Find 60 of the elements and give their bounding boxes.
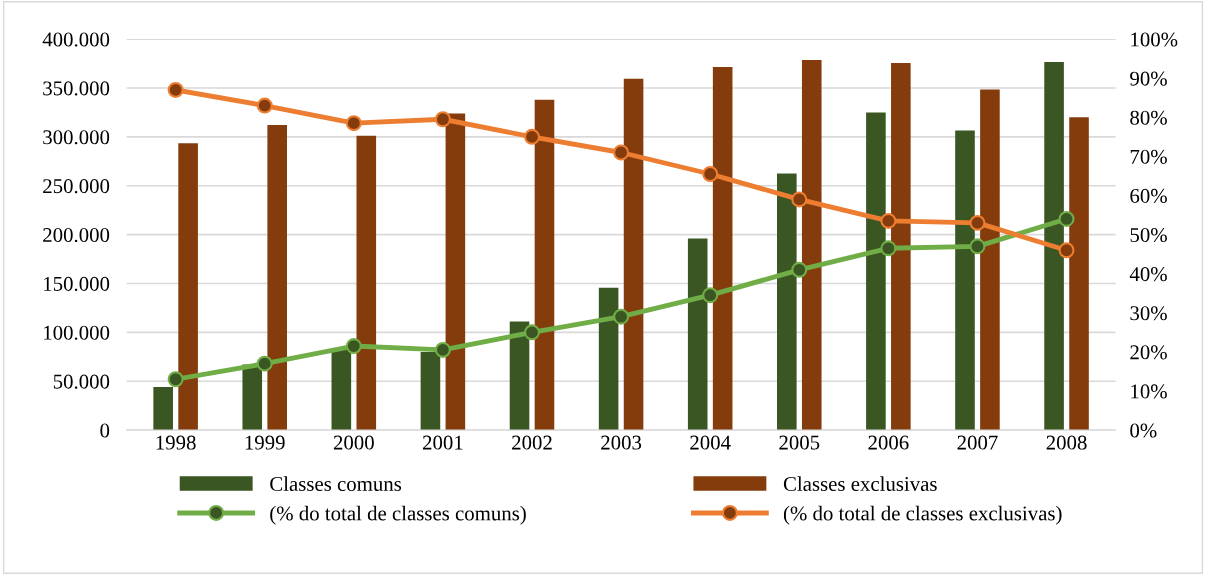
point (434, 111, 451, 128)
point (1058, 210, 1075, 227)
y-tick-label: 50.000 (53, 374, 110, 389)
x-tick-label: 1998 (156, 435, 196, 450)
y2-tick-label: 20% (1130, 345, 1167, 360)
point (1058, 242, 1075, 259)
point (613, 144, 630, 161)
point (791, 261, 808, 278)
x-tick-label: 2002 (512, 435, 552, 450)
point (256, 97, 273, 114)
y-tick-label: 100.000 (44, 325, 110, 340)
legend-label: (% do total de classes exclusivas) (783, 505, 1062, 525)
bar (267, 125, 287, 431)
y2-tick-label: 10% (1131, 384, 1167, 399)
y-tick-label: 150.000 (44, 276, 110, 291)
y-tick-label: 0 (100, 423, 110, 438)
point (613, 308, 630, 325)
point (256, 355, 273, 372)
x-tick-label: 2004 (690, 435, 731, 450)
x-tick-label: 2007 (957, 435, 998, 450)
y-tick-label: 250.000 (43, 179, 110, 194)
point (434, 341, 451, 358)
point (167, 371, 184, 388)
point (969, 214, 986, 231)
y2-tick-label: 30% (1130, 306, 1167, 321)
legend-label: (% do total de classes comuns) (270, 505, 526, 525)
y2-tick-label: 70% (1130, 149, 1167, 164)
point (791, 191, 808, 208)
point (167, 81, 184, 98)
point (702, 166, 719, 182)
y2-tick-label: 60% (1130, 188, 1167, 203)
x-tick-label: 2006 (868, 435, 909, 450)
x-tick-label: 2003 (601, 435, 642, 450)
y2-tick-label: 40% (1129, 267, 1167, 282)
point (880, 240, 897, 257)
bar (356, 135, 377, 431)
x-tick-label: 2000 (333, 435, 374, 450)
y2-tick-label: 90% (1130, 71, 1167, 86)
y-tick-label: 350.000 (43, 81, 110, 96)
point (524, 324, 540, 341)
point (969, 238, 986, 255)
y2-tick-label: 0% (1130, 423, 1157, 438)
y-tick-label: 200.000 (43, 227, 110, 243)
legend-label: Classes comuns (270, 476, 402, 492)
y-tick-label: 400.000 (42, 32, 110, 47)
y2-tick-label: 100% (1131, 32, 1178, 47)
point (345, 338, 362, 355)
x-tick-label: 2008 (1046, 435, 1087, 450)
x-tick-label: 2001 (422, 435, 463, 450)
y2-tick-label: 50% (1130, 227, 1167, 243)
x-tick-label: 1999 (245, 435, 285, 450)
x-tick-label: 2005 (779, 435, 820, 450)
bar (178, 143, 198, 431)
y-tick-label: 300.000 (43, 130, 110, 145)
legend-label: Classes exclusivas (783, 476, 937, 492)
point (880, 212, 897, 229)
point (702, 287, 719, 304)
point (345, 115, 362, 132)
point (524, 128, 540, 145)
y2-tick-label: 80% (1130, 110, 1167, 125)
